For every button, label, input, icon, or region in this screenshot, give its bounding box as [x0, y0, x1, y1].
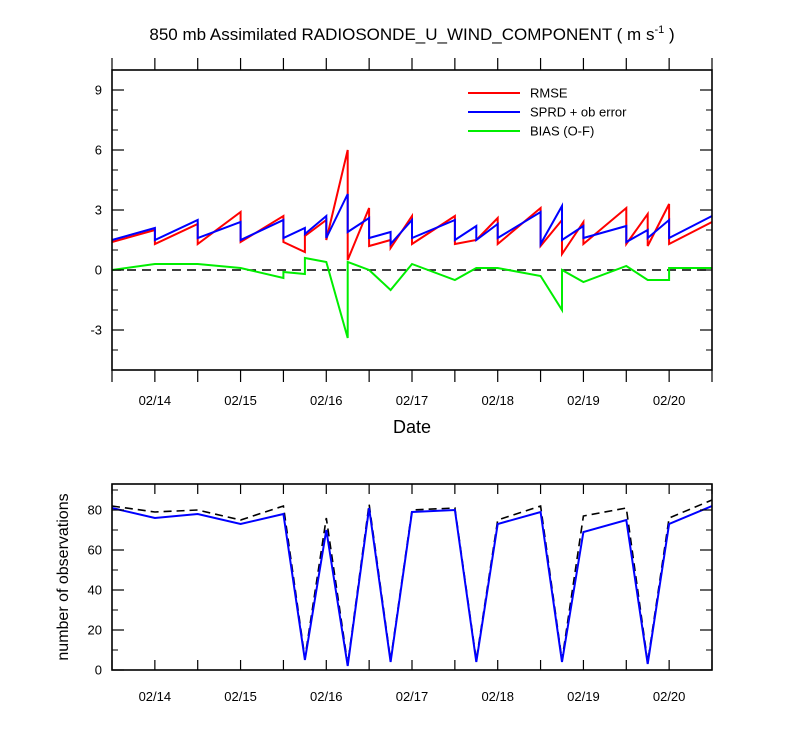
bottom-plot-frame	[111, 483, 713, 671]
x-axis-label: Date	[393, 417, 431, 437]
bottom-x-tick-labels: 02/14 02/15 02/16 02/17 02/18 02/19 02/20	[139, 689, 686, 704]
x-tick-label: 02/18	[481, 393, 514, 408]
y-tick-label: 0	[95, 663, 102, 678]
series-rmse	[111, 149, 713, 261]
legend-label-bias-o-f: BIAS (O-F)	[530, 124, 594, 139]
series-assimilated-observations	[111, 505, 713, 667]
x-tick-label: 02/14	[139, 689, 172, 704]
y-tick-label: 20	[88, 623, 102, 638]
bottom-y-axis-label: number of observations	[55, 493, 72, 660]
top-panel: 850 mb Assimilated RADIOSONDE_U_WIND_COM…	[90, 24, 713, 437]
legend-label-rmse: RMSE	[530, 86, 568, 101]
y-tick-label: 9	[95, 83, 102, 98]
legend-label-sprd-ob-error: SPRD + ob error	[530, 105, 627, 120]
x-tick-label: 02/17	[396, 689, 429, 704]
x-tick-label: 02/16	[310, 689, 343, 704]
top-y-tick-labels: -3 0 3 6 9	[90, 83, 102, 338]
x-tick-label: 02/18	[481, 689, 514, 704]
x-tick-label: 02/20	[653, 689, 686, 704]
y-tick-label: 60	[88, 543, 102, 558]
x-tick-label: 02/15	[224, 689, 257, 704]
x-tick-label: 02/14	[139, 393, 172, 408]
bottom-panel: 0 20 40 60 80 02/14 02/15 02/16 02/17 02/18 02/19…	[55, 483, 713, 704]
y-tick-label: 0	[95, 263, 102, 278]
top-x-tick-labels: 02/14 02/15 02/16 02/17 02/18 02/19 02/20	[139, 393, 686, 408]
x-tick-label: 02/20	[653, 393, 686, 408]
y-tick-label: 6	[95, 143, 102, 158]
chart-title-end: )	[664, 25, 674, 44]
top-series-group	[111, 149, 713, 339]
chart-title: 850 mb Assimilated RADIOSONDE_U_WIND_COM…	[149, 24, 674, 44]
bottom-y-tick-labels: 0 20 40 60 80	[88, 503, 102, 678]
y-tick-label: 80	[88, 503, 102, 518]
bottom-series-group	[111, 499, 713, 667]
chart-title-superscript: -1	[654, 24, 664, 36]
x-tick-label: 02/19	[567, 689, 600, 704]
series-sprd-ob-error	[111, 193, 713, 248]
series-bias-o-f	[111, 256, 712, 339]
x-tick-label: 02/19	[567, 393, 600, 408]
series-possible-observations	[111, 499, 713, 665]
x-tick-label: 02/17	[396, 393, 429, 408]
y-tick-label: 3	[95, 203, 102, 218]
legend: RMSE SPRD + ob error BIAS (O-F)	[468, 86, 627, 139]
chart-title-main: 850 mb Assimilated RADIOSONDE_U_WIND_COM…	[149, 25, 654, 44]
top-plot-frame	[111, 69, 713, 371]
y-tick-label: -3	[90, 323, 102, 338]
x-tick-label: 02/15	[224, 393, 257, 408]
y-tick-label: 40	[88, 583, 102, 598]
x-tick-label: 02/16	[310, 393, 343, 408]
